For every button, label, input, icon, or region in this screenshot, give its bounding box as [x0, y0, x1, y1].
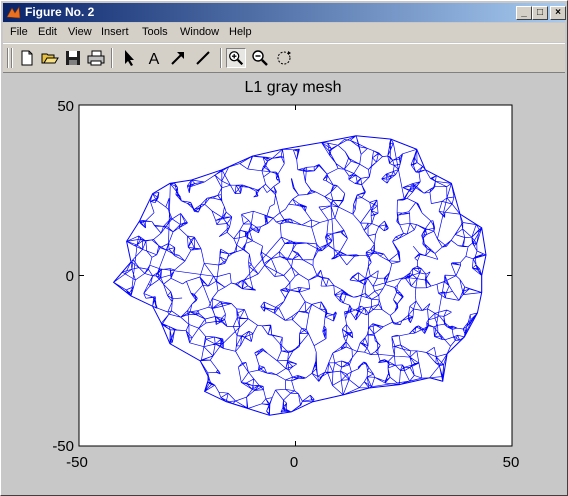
y-tick-label: 50: [57, 98, 74, 115]
y-tick-label: 0: [66, 268, 74, 285]
x-tick-label: 0: [290, 454, 298, 471]
chart-title: L1 gray mesh: [245, 79, 342, 96]
x-tick-label: -50: [66, 454, 88, 471]
y-tick-label: -50: [52, 438, 74, 455]
x-tick-label: 50: [503, 454, 520, 471]
